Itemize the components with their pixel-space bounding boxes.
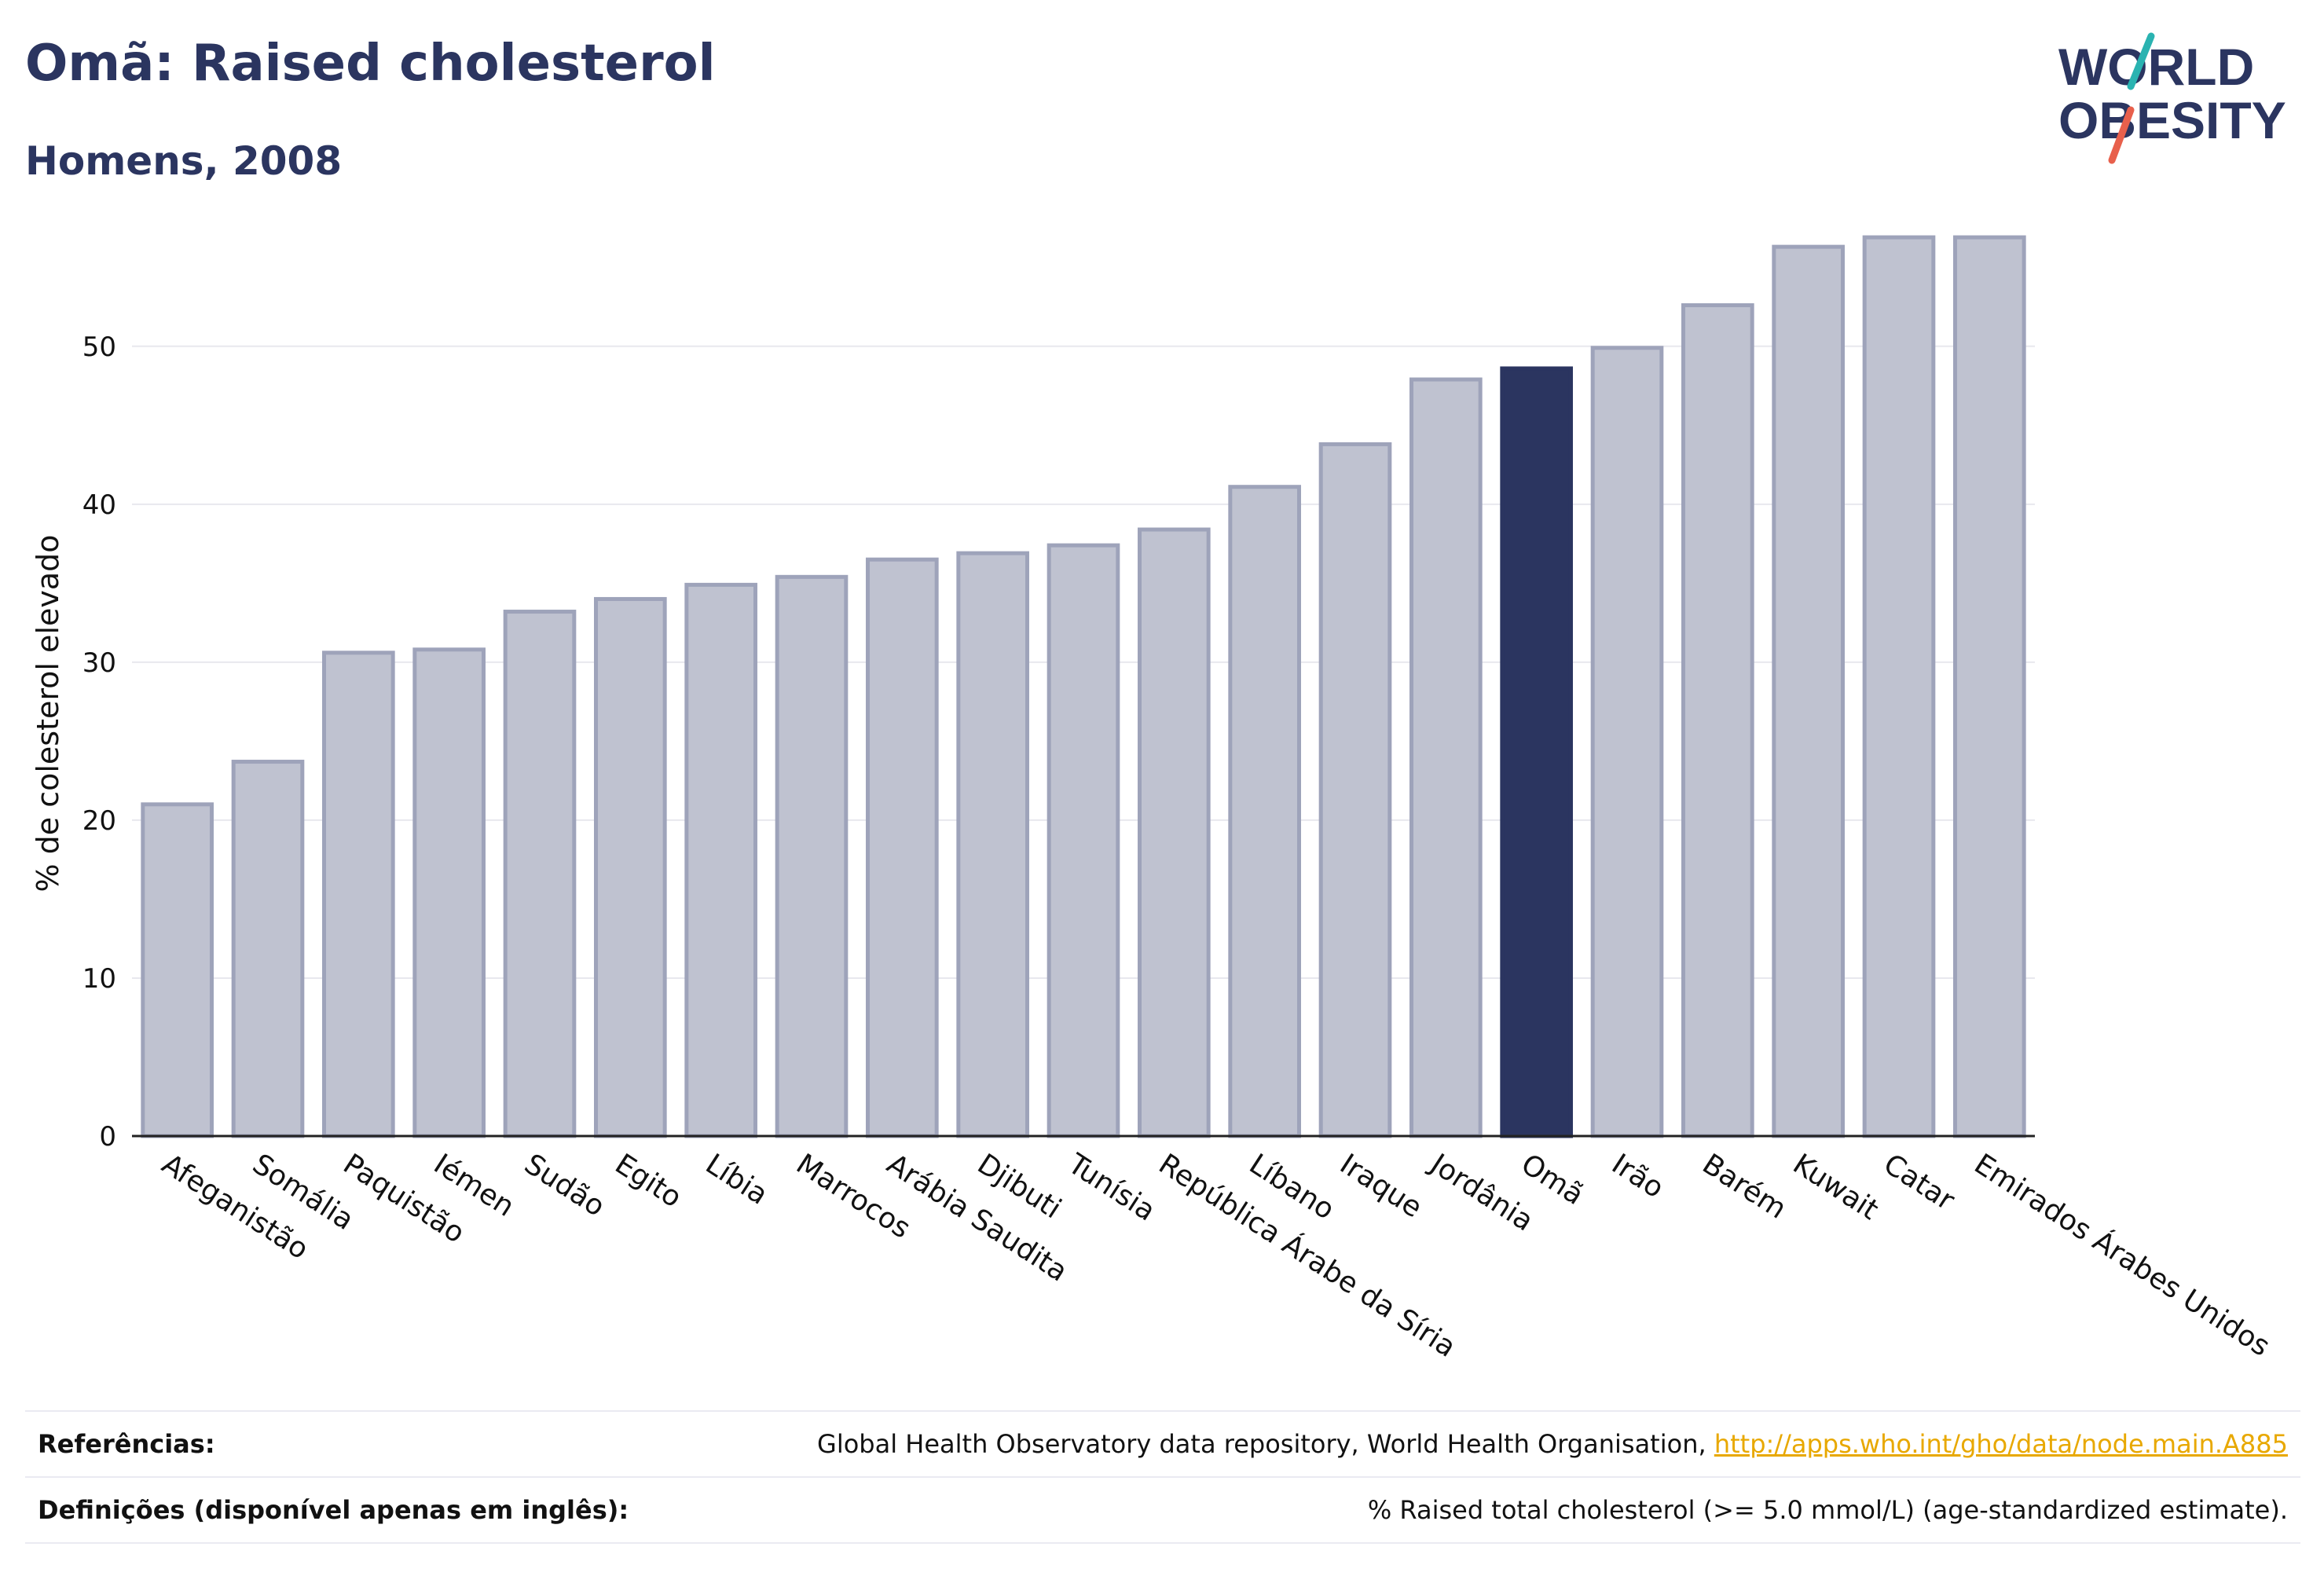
x-tick-label: Barém xyxy=(1696,1148,1791,1226)
x-tick-label: Iraque xyxy=(1334,1148,1428,1224)
bar xyxy=(1318,442,1392,1138)
bar xyxy=(141,802,214,1138)
bar xyxy=(1862,235,1936,1138)
y-tick-label: 20 xyxy=(82,805,116,837)
y-tick-label: 0 xyxy=(99,1121,116,1153)
definitions-row: Definições (disponível apenas em inglês)… xyxy=(25,1476,2300,1544)
x-tick-label: Tunísia xyxy=(1061,1148,1160,1228)
bar xyxy=(1409,377,1483,1138)
x-tick-label: Catar xyxy=(1878,1148,1960,1217)
y-tick-label: 30 xyxy=(82,647,116,679)
bar xyxy=(1138,527,1211,1138)
references-label: Referências: xyxy=(38,1429,215,1459)
footer: Referências: Global Health Observatory d… xyxy=(25,1410,2300,1544)
x-tick-label: Jordânia xyxy=(1424,1147,1539,1237)
bar xyxy=(412,647,486,1138)
references-link[interactable]: http://apps.who.int/gho/data/node.main.A… xyxy=(1714,1429,2288,1459)
bar xyxy=(684,582,757,1138)
bar xyxy=(1228,485,1301,1138)
x-tick-label: Sudão xyxy=(519,1148,610,1223)
chart-subtitle: Homens, 2008 xyxy=(25,138,343,184)
bar xyxy=(1681,303,1754,1138)
bar xyxy=(1953,235,2026,1138)
definitions-text: % Raised total cholesterol (>= 5.0 mmol/… xyxy=(1367,1495,2288,1525)
chart-title: Omã: Raised cholesterol xyxy=(25,35,716,93)
logo-slash-teal xyxy=(2127,32,2155,90)
x-tick-label: Líbia xyxy=(700,1148,774,1211)
y-tick-label: 50 xyxy=(82,332,116,363)
y-tick-label: 40 xyxy=(82,489,116,521)
world-obesity-logo: WORLD OBESITY xyxy=(2058,32,2286,164)
x-tick-label: Kuwait xyxy=(1787,1148,1884,1226)
logo-line2: OBESITY xyxy=(2058,91,2286,149)
references-row: Referências: Global Health Observatory d… xyxy=(25,1410,2300,1476)
bar xyxy=(1590,346,1664,1138)
x-tick-label: Irão xyxy=(1606,1148,1670,1204)
bar-highlight xyxy=(1500,366,1573,1138)
x-tick-label: Emirados Árabes Unidos xyxy=(1968,1147,2275,1362)
bar xyxy=(1047,543,1120,1138)
bar xyxy=(231,760,305,1138)
definitions-label: Definições (disponível apenas em inglês)… xyxy=(38,1495,629,1525)
bar xyxy=(594,596,667,1138)
logo-line1: WORLD xyxy=(2058,38,2254,96)
y-axis-label: % de colesterol elevado xyxy=(31,534,65,892)
bar xyxy=(956,551,1029,1138)
references-value: Global Health Observatory data repositor… xyxy=(817,1429,2300,1459)
bar xyxy=(1772,244,1845,1138)
references-text: Global Health Observatory data repositor… xyxy=(817,1429,1714,1459)
y-tick-label: 10 xyxy=(82,963,116,995)
x-tick-label: Egito xyxy=(609,1148,687,1214)
logo-slash-red xyxy=(2108,106,2135,164)
bar xyxy=(322,651,395,1138)
bar xyxy=(503,610,577,1138)
bar xyxy=(775,574,849,1138)
bar xyxy=(866,557,939,1138)
